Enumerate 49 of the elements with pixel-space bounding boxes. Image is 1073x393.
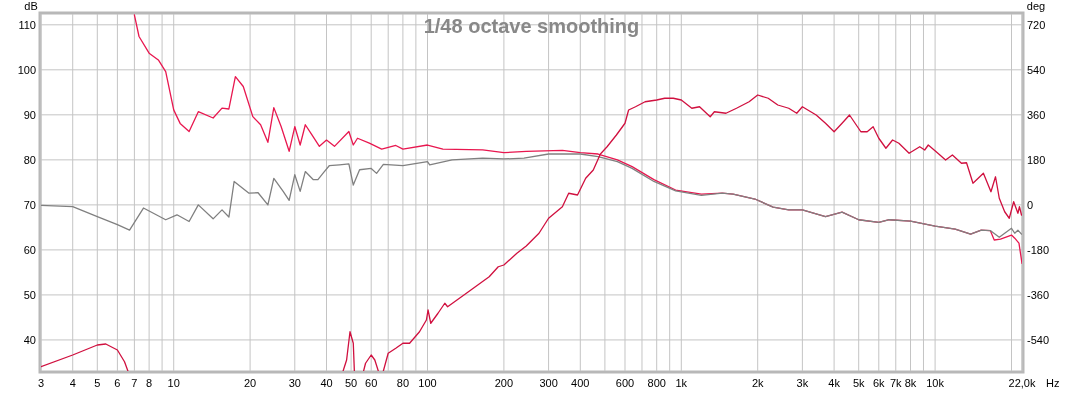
- y2-tick-label: 180: [1027, 154, 1046, 166]
- y-tick-label: 40: [23, 333, 36, 346]
- y-tick-label: 60: [23, 243, 36, 256]
- x-tick-label: 50: [344, 377, 358, 389]
- x-tick-label: 5k: [852, 377, 865, 389]
- x-tick-label: 30: [288, 377, 301, 389]
- x-tick-label: 4k: [828, 377, 841, 389]
- y2-axis-title: deg: [1026, 0, 1046, 12]
- x-tick-label: 5: [94, 377, 101, 389]
- x-tick-label: 300: [539, 377, 558, 389]
- x-tick-label: 6k: [872, 377, 886, 389]
- y-tick-label: 70: [23, 198, 36, 211]
- y-tick-label: 50: [23, 288, 36, 301]
- x-tick-label: 10: [167, 377, 180, 389]
- y2-tick-label: 720: [1027, 19, 1046, 31]
- y2-tick-label: -180: [1027, 244, 1050, 256]
- x-tick-label: 10k: [926, 377, 945, 389]
- x-tick-label: 80: [396, 377, 410, 389]
- x-tick-label: 7k: [889, 377, 903, 389]
- x-tick-label: 2k: [751, 377, 764, 389]
- x-tick-label: 4: [69, 377, 76, 389]
- x-tick-label: 800: [647, 377, 666, 389]
- x-tick-label: 8: [146, 377, 153, 389]
- y-tick-label: 110: [18, 18, 36, 31]
- y-tick-label: 80: [23, 153, 36, 166]
- x-tick-label: 3k: [796, 377, 809, 389]
- x-tick-label: 600: [615, 377, 635, 389]
- x-tick-label: 3: [37, 377, 45, 389]
- y2-tick-label: -360: [1027, 289, 1050, 301]
- x-tick-label: 20: [243, 377, 257, 389]
- x-tick-label: 1k: [675, 377, 688, 389]
- x-tick-label: 100: [418, 377, 437, 389]
- x-tick-label: 40: [320, 377, 333, 389]
- x-tick-label: 8k: [904, 377, 917, 389]
- y2-tick-label: -540: [1027, 334, 1050, 346]
- y-axis-title: dB: [24, 0, 38, 12]
- y2-tick-label: 540: [1027, 64, 1046, 76]
- x-tick-label: 60: [365, 377, 378, 389]
- x-tick-label: 7: [131, 377, 138, 389]
- x-tick-label: 200: [494, 377, 514, 389]
- y-tick-label: 90: [23, 108, 36, 121]
- x-tick-label: 6: [114, 377, 121, 389]
- x-tick-label: 22,0k: [1008, 377, 1036, 389]
- y2-tick-label: 360: [1027, 109, 1046, 121]
- chart-title: 1/48 octave smoothing: [423, 15, 640, 37]
- x-axis-title: Hz: [1046, 377, 1060, 389]
- y-tick-label: 100: [17, 63, 36, 76]
- x-tick-label: 400: [571, 377, 590, 389]
- y2-tick-label: 0: [1027, 199, 1034, 211]
